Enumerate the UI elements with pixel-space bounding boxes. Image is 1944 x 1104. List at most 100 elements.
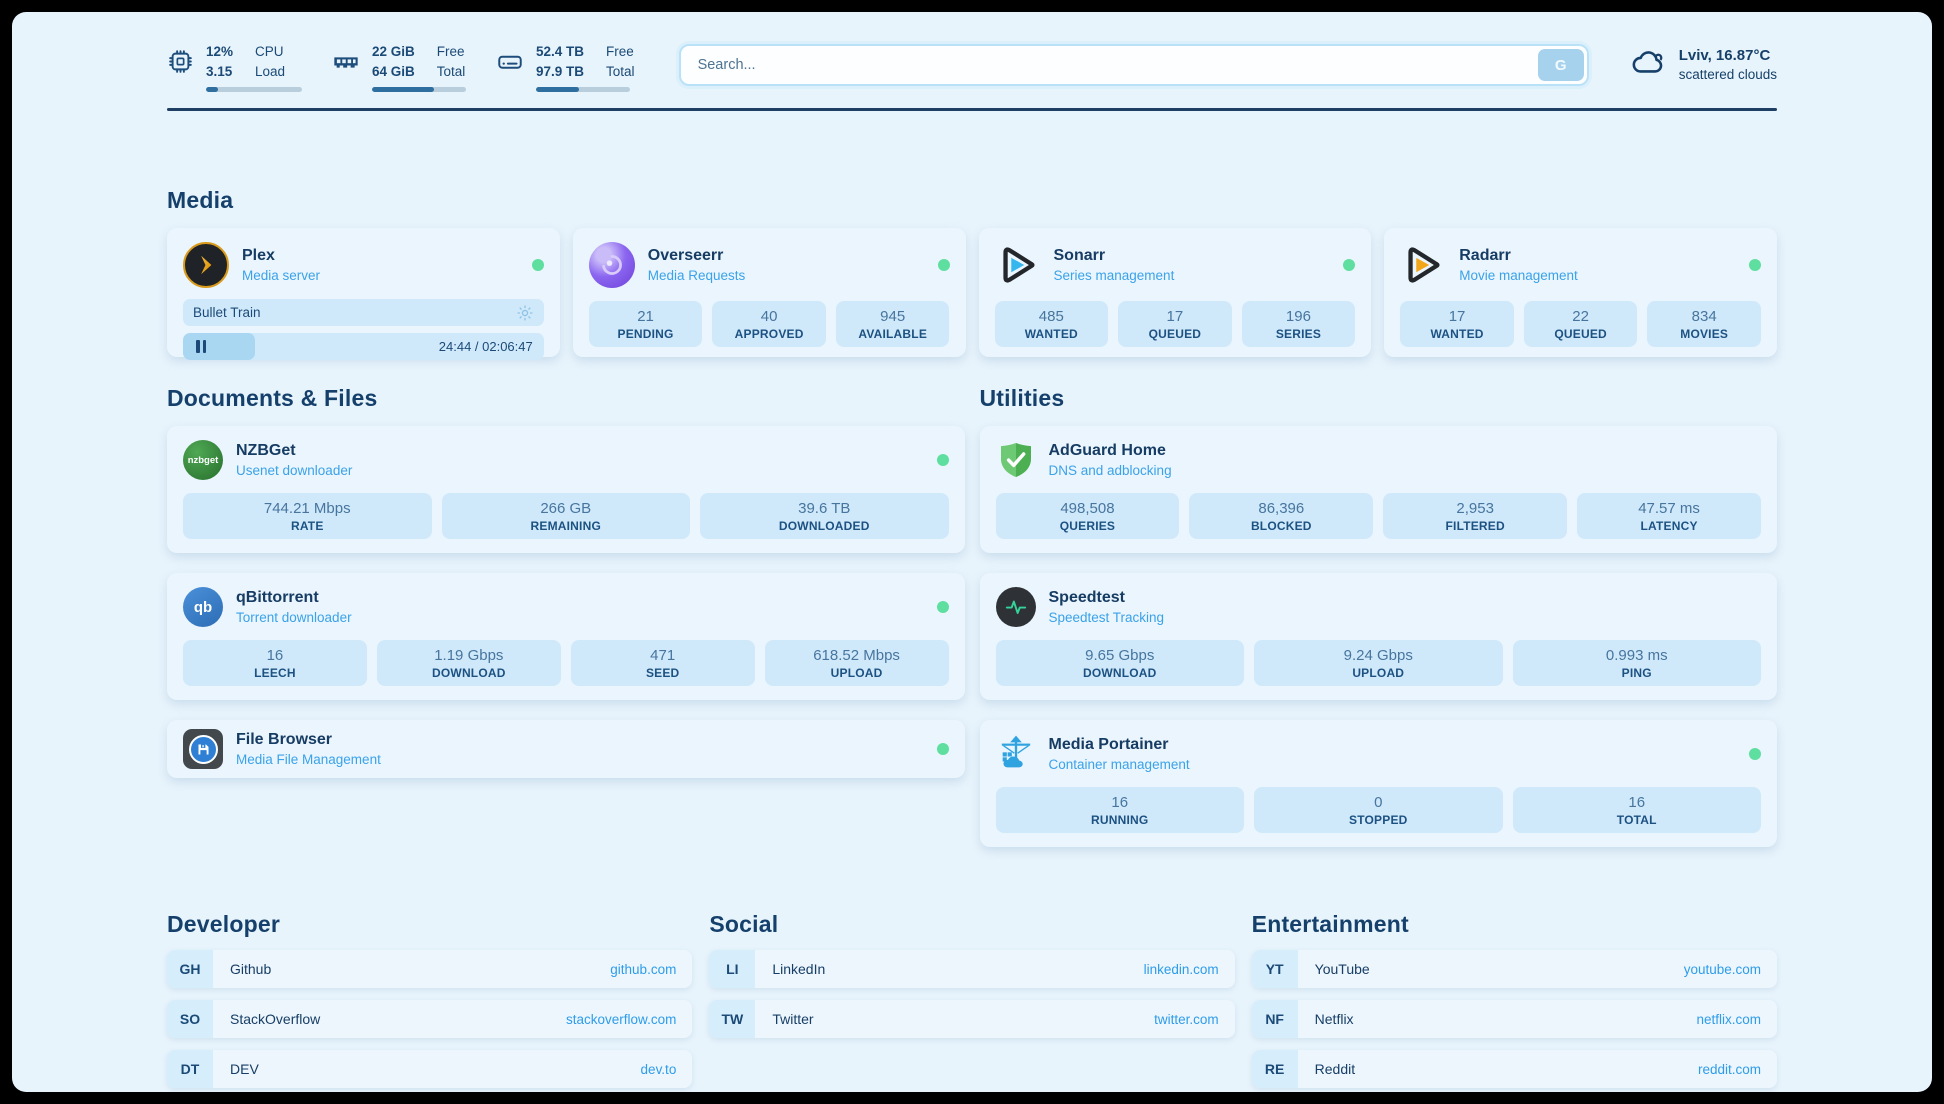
app-card-radarr[interactable]: Radarr Movie management 17 WANTED 22 QUEUE… (1384, 228, 1777, 358)
app-subtitle: DNS and adblocking (1048, 463, 1172, 479)
stat-stopped: 0 STOPPED (1254, 787, 1503, 834)
stat-running: 16 RUNNING (995, 787, 1244, 834)
link-reddit[interactable]: RE Reddit reddit.com (1251, 1050, 1777, 1089)
section-title-social: Social (709, 911, 779, 938)
stat-download: 9.65 Gbps DOWNLOAD (995, 640, 1244, 687)
app-subtitle: Media Requests (647, 268, 746, 284)
status-dot (1343, 259, 1356, 272)
weather-condition: scattered clouds (1678, 67, 1777, 82)
app-subtitle: Media server (242, 268, 321, 284)
app-card-speedtest[interactable]: Speedtest Speedtest Tracking 9.65 Gbps DO… (979, 573, 1777, 701)
app-name: Speedtest (1048, 589, 1125, 607)
hard-drive-icon (496, 48, 524, 92)
link-dev[interactable]: DT DEV dev.to (167, 1050, 693, 1089)
search-input[interactable] (683, 57, 1538, 73)
link-badge: DT (167, 1050, 213, 1089)
app-card-overseerr[interactable]: Overseerr Media Requests 21 PENDING 40 APP… (572, 228, 966, 358)
disk-labels: Free Total (606, 44, 635, 79)
link-linkedin[interactable]: LI LinkedIn linkedin.com (709, 950, 1235, 989)
app-name: File Browser (236, 731, 333, 749)
stat-filtered: 2,953 FILTERED (1383, 493, 1568, 540)
ram-icon (332, 48, 360, 92)
overseerr-icon (588, 242, 635, 289)
disk-values: 52.4 TB 97.9 TB (536, 44, 585, 79)
cpu-values: 12% 3.15 (206, 44, 234, 79)
app-card-sonarr[interactable]: Sonarr Series management 485 WANTED 17 QUE… (978, 228, 1372, 358)
weather-widget: Lviv, 16.87°C scattered clouds (1631, 44, 1777, 85)
sonarr-icon (995, 242, 1041, 288)
stat-approved: 40 APPROVED (712, 301, 826, 348)
cpu-labels: CPU Load (255, 44, 286, 79)
app-card-portainer[interactable]: Media Portainer Container management 16 R… (979, 720, 1777, 848)
search-box: G (678, 44, 1589, 86)
stat-upload: 618.52 Mbps UPLOAD (764, 640, 949, 687)
stat-total: 16 TOTAL (1512, 787, 1761, 834)
app-subtitle: Usenet downloader (236, 463, 353, 479)
section-title-documents: Documents & Files (167, 385, 378, 412)
link-badge: YT (1251, 950, 1298, 989)
link-twitter[interactable]: TW Twitter twitter.com (709, 1000, 1235, 1039)
app-card-adguard[interactable]: AdGuard Home DNS and adblocking 498,508 Q… (979, 426, 1777, 554)
top-bar: 12% 3.15 CPU Load 22 GiB 64 (167, 12, 1777, 93)
app-card-nzbget[interactable]: nzbget NZBGet Usenet downloader 744.21 M… (167, 426, 965, 554)
ram-widget: 22 GiB 64 GiB Free Total (332, 42, 466, 93)
app-name: NZBGet (236, 442, 296, 460)
disk-progress-bar (536, 87, 630, 93)
app-card-qbittorrent[interactable]: qb qBittorrent Torrent downloader 16 LEEC… (167, 573, 965, 701)
app-name: Radarr (1459, 247, 1511, 265)
stat-upload: 9.24 Gbps UPLOAD (1254, 640, 1503, 687)
search-engine-button[interactable]: G (1537, 49, 1584, 81)
status-dot (937, 259, 950, 272)
dashboard-page: 12% 3.15 CPU Load 22 GiB 64 (12, 12, 1932, 1092)
qbittorrent-icon: qb (183, 587, 223, 628)
section-title-utilities: Utilities (979, 385, 1065, 412)
stat-ping: 0.993 ms PING (1512, 640, 1761, 687)
stat-pending: 21 PENDING (588, 301, 703, 348)
link-badge: NF (1251, 1000, 1298, 1039)
app-subtitle: Movie management (1459, 268, 1578, 284)
stat-queued: 22 QUEUED (1523, 301, 1638, 348)
app-card-filebrowser[interactable]: File Browser Media File Management (167, 720, 965, 779)
app-subtitle: Speedtest Tracking (1048, 610, 1165, 626)
stat-remaining: 266 GB REMAINING (441, 493, 690, 540)
header-divider (167, 108, 1777, 112)
stat-rate: 744.21 Mbps RATE (183, 493, 432, 540)
filebrowser-icon (183, 729, 223, 770)
link-netflix[interactable]: NF Netflix netflix.com (1251, 1000, 1777, 1039)
disk-widget: 52.4 TB 97.9 TB Free Total (496, 42, 635, 93)
cpu-chip-icon (167, 48, 194, 92)
app-name: Sonarr (1053, 247, 1106, 265)
cloud-icon (1631, 44, 1667, 85)
app-subtitle: Media File Management (236, 752, 381, 768)
link-badge: GH (167, 950, 213, 989)
app-name: Plex (242, 247, 275, 265)
portainer-icon (996, 734, 1036, 774)
app-name: qBittorrent (236, 589, 319, 607)
pause-icon[interactable] (196, 340, 206, 354)
stat-leech: 16 LEECH (183, 640, 367, 687)
ram-values: 22 GiB 64 GiB (372, 44, 415, 79)
now-playing-title: Bullet Train (193, 305, 261, 321)
section-title-developer: Developer (167, 911, 281, 938)
stat-available: 945 AVAILABLE (835, 301, 950, 348)
ram-labels: Free Total (436, 44, 466, 79)
app-subtitle: Series management (1053, 268, 1175, 284)
cpu-progress-bar (206, 87, 302, 93)
adguard-icon (996, 440, 1036, 480)
stat-movies: 834 MOVIES (1647, 301, 1761, 348)
link-github[interactable]: GH Github github.com (167, 950, 693, 989)
gear-icon[interactable] (516, 304, 534, 322)
app-card-plex[interactable]: Plex Media server Bullet Train (167, 228, 560, 361)
status-dot (1749, 259, 1761, 272)
stat-download: 1.19 Gbps DOWNLOAD (376, 640, 561, 687)
playback-progress-bar[interactable]: 24:44 / 02:06:47 (183, 333, 544, 361)
link-badge: SO (167, 1000, 213, 1039)
ram-progress-bar (372, 87, 466, 93)
link-badge: RE (1251, 1050, 1298, 1089)
stat-downloaded: 39.6 TB DOWNLOADED (700, 493, 949, 540)
app-subtitle: Torrent downloader (236, 610, 352, 626)
status-dot (1749, 748, 1761, 761)
status-dot (936, 743, 949, 756)
link-stackoverflow[interactable]: SO StackOverflow stackoverflow.com (167, 1000, 693, 1039)
link-youtube[interactable]: YT YouTube youtube.com (1251, 950, 1777, 989)
